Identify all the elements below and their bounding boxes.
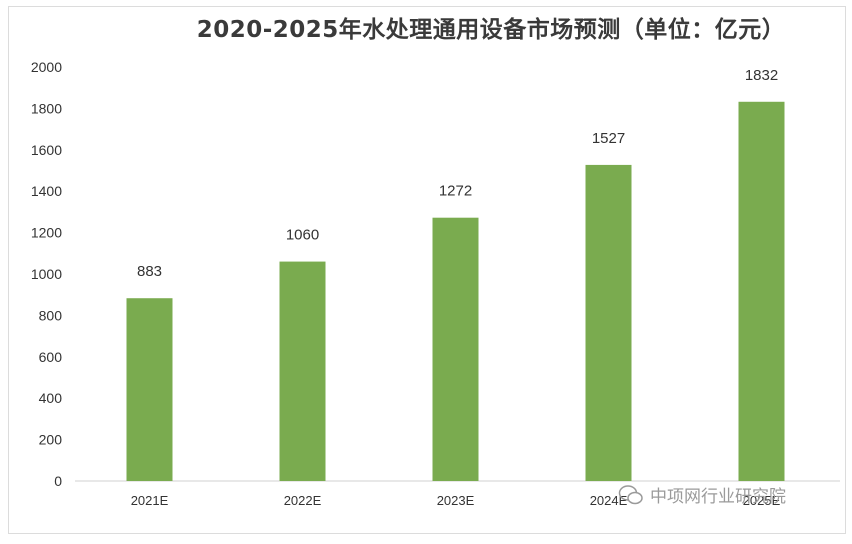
y-tick-label: 0	[54, 473, 62, 489]
y-tick-label: 1400	[31, 183, 62, 199]
bar	[432, 217, 479, 482]
data-label: 1272	[439, 183, 472, 200]
x-tick-label: 2021E	[131, 493, 169, 508]
bar	[126, 298, 173, 481]
y-tick-label: 1800	[31, 100, 62, 116]
y-tick-label: 1200	[31, 225, 62, 241]
wechat-icon	[618, 484, 643, 504]
data-label: 883	[137, 263, 162, 280]
watermark-text: 中项网行业研究院	[650, 487, 786, 507]
bar	[738, 101, 785, 481]
y-tick-label: 1000	[31, 266, 62, 282]
bar	[585, 164, 632, 481]
chart-title: 2020-2025年水处理通用设备市场预测（单位：亿元）	[196, 17, 786, 43]
y-tick-label: 400	[39, 390, 63, 406]
watermark: 中项网行业研究院	[618, 482, 786, 507]
x-tick-label: 2023E	[437, 493, 475, 508]
y-tick-label: 1600	[31, 142, 62, 158]
data-label: 1060	[286, 227, 319, 244]
x-tick-label: 2022E	[284, 493, 322, 508]
y-tick-label: 800	[39, 307, 63, 323]
bar	[279, 261, 326, 481]
x-tick-label: 2024E	[590, 493, 628, 508]
y-tick-label: 600	[39, 349, 63, 365]
data-label: 1527	[592, 130, 625, 147]
data-label: 1832	[745, 67, 778, 84]
y-tick-label: 2000	[31, 59, 62, 75]
x-tick-label: 2025E	[743, 493, 781, 508]
y-tick-label: 200	[39, 432, 63, 448]
